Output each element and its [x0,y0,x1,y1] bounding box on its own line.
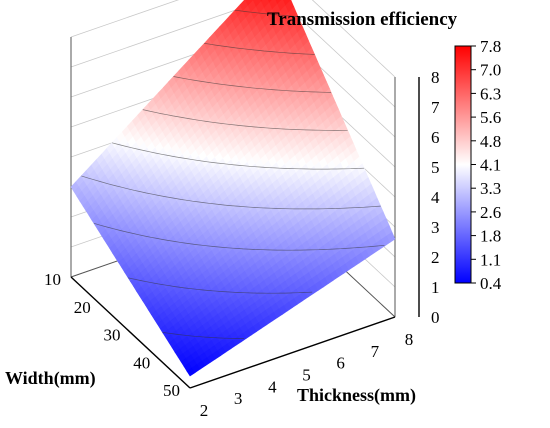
colorbar [455,46,471,283]
y-axis-label: Width(mm) [5,368,96,389]
chart-title: Transmission efficiency [267,9,458,30]
x-tick-label: 7 [371,342,380,361]
z-tick-label: 4 [431,188,440,207]
colorbar-tick-label: 4.8 [480,132,501,151]
colorbar-tick-label: 7.0 [480,61,501,80]
y-tick-label: 30 [104,326,121,345]
z-tick-label: 1 [431,278,440,297]
colorbar-tick-label: 7.8 [480,37,501,56]
y-tick-label: 10 [44,270,61,289]
colorbar-tick-label: 0.4 [480,274,502,293]
x-tick-label: 3 [234,389,243,408]
colorbar-tick-label: 4.1 [480,156,501,175]
z-tick-label: 6 [431,128,440,147]
x-axis-label: Thickness(mm) [297,385,416,406]
y-tick-label: 50 [163,381,180,400]
y-tick-label: 20 [74,298,91,317]
z-tick-label: 7 [431,98,440,117]
x-tick-label: 5 [302,366,311,385]
colorbar-ticks: 7.8 7.0 6.3 5.6 4.8 4.1 3.3 2.6 1.8 1.1 0.4 [471,37,502,293]
surface-mesh [71,0,395,376]
z-tick-label: 5 [431,158,440,177]
x-tick-label: 2 [200,401,209,420]
y-tick-label: 40 [133,353,150,372]
colorbar-tick-label: 6.3 [480,84,501,103]
colorbar-tick-label: 2.6 [480,203,501,222]
colorbar-tick-label: 5.6 [480,108,501,127]
z-tick-label: 8 [431,68,440,87]
x-tick-label: 6 [336,354,345,373]
colorbar-tick-label: 1.8 [480,227,501,246]
colorbar-tick-label: 1.1 [480,250,501,269]
colorbar-tick-label: 3.3 [480,179,501,198]
z-tick-label: 3 [431,218,440,237]
x-tick-label: 8 [405,330,414,349]
z-tick-label: 0 [431,308,440,327]
z-tick-label: 2 [431,248,440,267]
x-tick-label: 4 [268,377,277,396]
